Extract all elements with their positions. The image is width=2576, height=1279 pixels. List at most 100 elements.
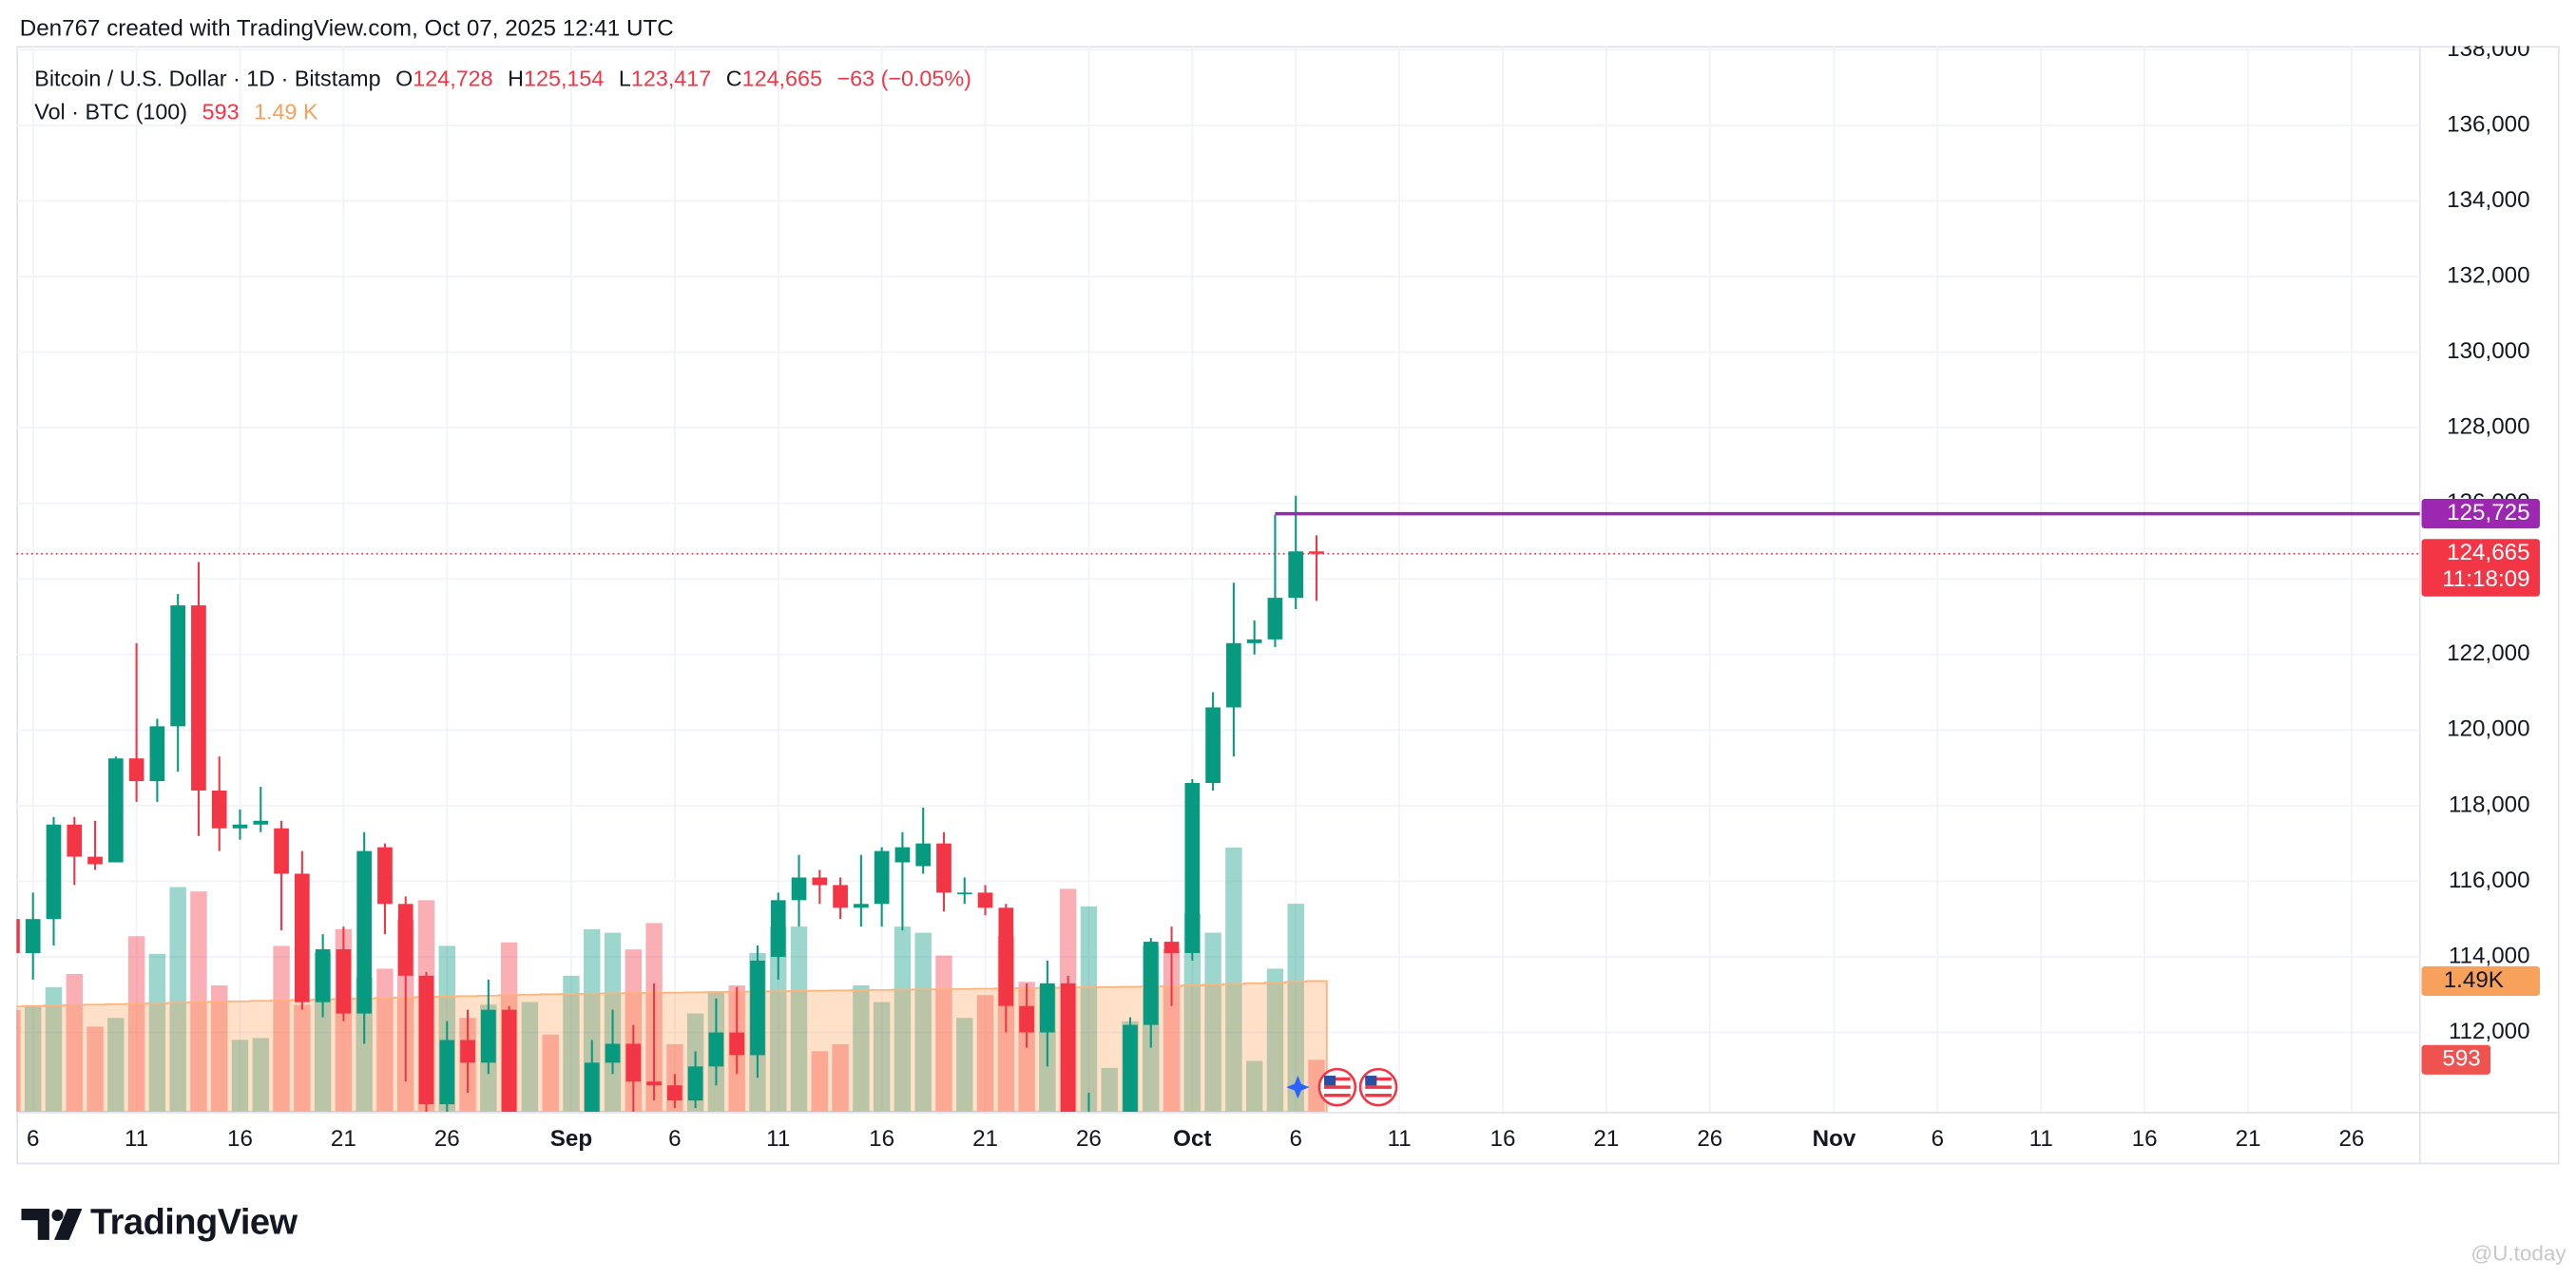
candle-body [253,820,269,825]
volume-bar [976,995,994,1113]
legend-value: 123,417 [631,67,711,91]
event-icon[interactable] [1358,1067,1398,1107]
y-tick-label: 134,000 [2447,187,2529,213]
candle-body [1205,707,1221,784]
candle-body [1143,942,1159,1025]
volume-bar [16,1009,21,1113]
y-tick-label: 138,000 [2447,36,2529,62]
legend-volume-ma: 1.49 K [254,99,318,124]
candle-body [1163,942,1180,954]
candle-body [67,824,83,857]
x-tick-label: 6 [1289,1126,1301,1152]
x-tick-label: 21 [2236,1126,2261,1152]
candle-body [439,1040,455,1105]
x-tick-label: 26 [434,1126,460,1152]
y-tick-label: 112,000 [2449,1019,2530,1044]
x-tick-label: 16 [2132,1126,2158,1152]
candle-body [854,904,869,908]
y-tick-label: 116,000 [2449,868,2530,893]
volume-bar [956,1018,973,1113]
candle-body [1267,598,1283,640]
x-tick-label: 21 [331,1126,356,1152]
volume-bar [1245,1060,1263,1113]
candle-body [1226,642,1241,708]
candle-body [481,1009,496,1063]
candle-body [605,1043,621,1063]
y-tick-label: 122,000 [2447,640,2529,666]
legend-change: −63 (−0.05%) [837,67,971,91]
volume-bar [790,926,808,1113]
volume-ma-box [2421,965,2540,996]
volume-label: 593 [2442,1046,2480,1072]
x-tick-label: Nov [1813,1126,1856,1152]
volume-bar [252,1038,269,1113]
x-tick-label: 11 [1388,1126,1412,1152]
volume-bar [894,926,912,1113]
volume-bar [873,1002,891,1113]
grid [16,46,2420,1113]
candle-body [1123,1024,1138,1113]
legend-key: L [619,67,631,91]
event-icons [1286,1067,1398,1107]
candle-body [87,856,103,865]
candle-body [729,1032,745,1056]
legend-key: C [726,67,742,91]
candle-body [460,1040,475,1063]
candle-body [770,900,786,957]
volume-bar [914,932,932,1113]
price-pane [16,495,2420,1113]
x-tick-label: 16 [869,1126,894,1152]
volume-box [2421,1044,2491,1075]
last-price-label: 124,665 [2447,540,2529,565]
candle-body [791,877,807,901]
candle-body [170,605,186,727]
volume-bar [107,1018,125,1113]
candle-body [211,790,227,829]
x-tick-label: 11 [766,1126,790,1152]
candle-body [336,949,352,1014]
attribution: Den767 created with TradingView.com, Oct… [20,16,674,42]
candle-body [687,1066,703,1101]
volume-bar [169,887,186,1113]
candle-body [812,877,828,886]
logo-text: TradingView [90,1202,298,1242]
candle-body [315,949,331,1002]
volume-bar [1204,932,1221,1113]
legend-main: Bitcoin / U.S. Dollar · 1D · Bitstamp O12… [34,67,971,91]
candle-body [625,1043,642,1082]
volume-bar [45,986,63,1113]
y-tick-label: 132,000 [2447,262,2529,288]
candle-body [584,1062,600,1113]
volume-bar [1183,913,1201,1113]
candle-body [833,885,848,908]
volume-bar [1225,847,1242,1113]
volume-bar [148,953,166,1113]
volume-bar [1080,906,1098,1113]
volume-bar [273,945,290,1113]
y-tick-label: 130,000 [2447,338,2529,364]
candle-body [1019,1005,1034,1033]
x-tick-label: Sep [550,1126,592,1152]
x-tick-label: 26 [1697,1126,1722,1152]
x-tick-label: 21 [972,1126,998,1152]
x-tick-label: 26 [2338,1126,2364,1152]
candle-body [191,605,206,791]
y-tick-label: 128,000 [2447,414,2529,440]
countdown-label: 11:18:09 [2442,566,2529,592]
volume-bar [542,1034,559,1113]
legend-key: H [508,67,524,91]
volume-bar [211,985,228,1113]
event-icon[interactable] [1286,1076,1310,1099]
legend-value: 124,665 [742,67,822,91]
candle-body [274,828,289,874]
event-icon[interactable] [1317,1067,1357,1107]
volume-bar [294,1004,311,1113]
legend-volume-value: 593 [202,99,240,124]
x-tick-label: 6 [668,1126,681,1152]
x-tick-label: Oct [1173,1126,1211,1152]
axes: 6 11 16 21 26 Sep 6 11 16 21 26 Oct 6 11 16 21 26 Nov 6 11 1… [27,1126,2364,1152]
legend-symbol: Bitcoin / U.S. Dollar · 1D · Bitstamp [34,67,380,91]
candle-body [915,843,932,867]
x-tick-label: 11 [2029,1126,2053,1152]
